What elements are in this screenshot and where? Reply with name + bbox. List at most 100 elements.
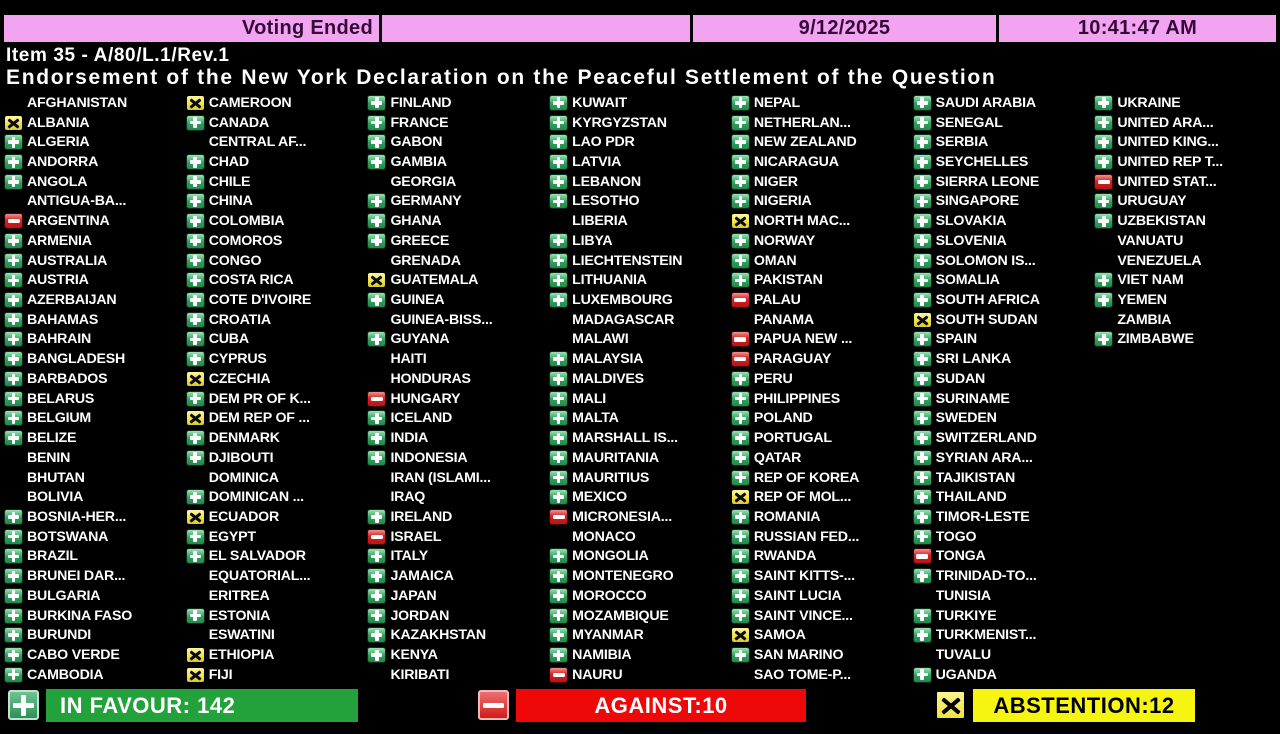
abstention-icon bbox=[185, 370, 205, 387]
country-name: THAILAND bbox=[935, 489, 1007, 506]
country-row: SIERRA LEONE bbox=[912, 172, 1095, 192]
country-name: SAN MARINO bbox=[753, 646, 844, 663]
country-row: GAMBIA bbox=[367, 152, 549, 172]
in-favour-icon bbox=[730, 173, 750, 190]
country-row: ITALY bbox=[367, 547, 549, 567]
country-name: SAUDI ARABIA bbox=[935, 94, 1036, 111]
country-row: GRENADA bbox=[367, 251, 549, 271]
country-name: CHINA bbox=[208, 193, 253, 210]
country-name: URUGUAY bbox=[1117, 193, 1187, 210]
country-row: DEM PR OF K... bbox=[185, 389, 368, 409]
country-name: EQUATORIAL... bbox=[208, 568, 311, 585]
country-row: MYANMAR bbox=[549, 625, 731, 645]
country-name: LIBYA bbox=[572, 232, 613, 249]
against-icon bbox=[4, 213, 23, 230]
country-row: TONGA bbox=[912, 547, 1095, 567]
in-favour-icon bbox=[730, 134, 750, 151]
in-favour-icon bbox=[912, 134, 932, 151]
country-row: FIJI bbox=[185, 665, 368, 685]
in-favour-icon bbox=[730, 272, 750, 289]
country-name: EL SALVADOR bbox=[208, 548, 306, 565]
country-name: NORTH MAC... bbox=[753, 213, 850, 230]
in-favour-icon bbox=[4, 548, 23, 565]
country-name: EGYPT bbox=[208, 528, 256, 545]
country-name: LAO PDR bbox=[572, 134, 635, 151]
country-row: ZIMBABWE bbox=[1094, 330, 1276, 350]
no-vote-spacer bbox=[1094, 253, 1113, 269]
in-favour-icon bbox=[730, 193, 750, 210]
country-row: TURKMENIST... bbox=[912, 625, 1095, 645]
country-name: LUXEMBOURG bbox=[572, 292, 673, 309]
country-row: SOLOMON IS... bbox=[912, 251, 1095, 271]
country-name: SINGAPORE bbox=[935, 193, 1019, 210]
country-name: ZAMBIA bbox=[1117, 311, 1172, 328]
in-favour-icon bbox=[912, 193, 932, 210]
country-row: CHAD bbox=[185, 152, 368, 172]
country-row: DOMINICA bbox=[186, 468, 368, 488]
country-name: CANADA bbox=[208, 114, 269, 131]
country-row: SYRIAN ARA... bbox=[912, 448, 1095, 468]
country-row: BAHAMAS bbox=[4, 310, 186, 330]
in-favour-icon bbox=[730, 508, 750, 525]
in-favour-icon bbox=[730, 252, 750, 269]
country-name: MICRONESIA... bbox=[572, 508, 673, 525]
country-row: MEXICO bbox=[549, 487, 731, 507]
country-name: SAMOA bbox=[753, 627, 806, 644]
in-favour-icon bbox=[549, 252, 569, 269]
country-name: UZBEKISTAN bbox=[1117, 213, 1206, 230]
against-icon bbox=[912, 548, 932, 565]
country-row: OMAN bbox=[730, 251, 913, 271]
country-name: ESWATINI bbox=[208, 627, 275, 644]
in-favour-icon bbox=[4, 666, 23, 683]
country-row: COTE D'IVOIRE bbox=[185, 290, 368, 310]
in-favour-icon bbox=[549, 272, 569, 289]
country-name: ZIMBABWE bbox=[1117, 331, 1194, 348]
in-favour-icon bbox=[185, 114, 205, 131]
country-row: MADAGASCAR bbox=[549, 310, 731, 330]
country-row: NIGER bbox=[730, 172, 913, 192]
country-name: AUSTRALIA bbox=[27, 252, 108, 269]
in-favour-icon bbox=[185, 331, 205, 348]
country-name: MAURITIUS bbox=[572, 469, 650, 486]
country-name: BRUNEI DAR... bbox=[27, 568, 126, 585]
country-name: ANTIGUA-BA... bbox=[27, 193, 127, 210]
country-name: TUNISIA bbox=[935, 587, 991, 604]
in-favour-icon bbox=[367, 114, 387, 131]
country-name: ECUADOR bbox=[208, 508, 280, 525]
country-name: SAINT LUCIA bbox=[753, 587, 842, 604]
in-favour-icon bbox=[185, 232, 205, 249]
country-row: SAINT VINCE... bbox=[730, 606, 913, 626]
country-row: BOSNIA-HER... bbox=[4, 507, 186, 527]
country-name: KAZAKHSTAN bbox=[390, 627, 486, 644]
country-name: CUBA bbox=[208, 331, 249, 348]
country-name: UNITED REP T... bbox=[1117, 154, 1223, 171]
country-name: BARBADOS bbox=[27, 370, 108, 387]
in-favour-icon bbox=[367, 331, 387, 348]
country-name: BELARUS bbox=[27, 390, 95, 407]
in-favour-icon bbox=[730, 607, 750, 624]
country-row: ANTIGUA-BA... bbox=[4, 192, 186, 212]
country-name: BELGIUM bbox=[27, 410, 92, 427]
no-vote-spacer bbox=[4, 95, 23, 111]
country-row: GREECE bbox=[367, 231, 549, 251]
in-favour-icon bbox=[4, 627, 23, 644]
country-name: ROMANIA bbox=[753, 508, 821, 525]
in-favour-icon bbox=[185, 430, 205, 447]
in-favour-icon bbox=[185, 548, 205, 565]
in-favour-icon bbox=[367, 548, 387, 565]
no-vote-spacer bbox=[549, 312, 568, 328]
in-favour-icon bbox=[730, 370, 750, 387]
country-row: GEORGIA bbox=[367, 172, 549, 192]
vote-column-5: NEPAL NETHERLAN... NEW ZEALAND NICARAGUA NIG… bbox=[730, 93, 913, 685]
country-row: AUSTRIA bbox=[4, 270, 186, 290]
country-name: MALDIVES bbox=[572, 370, 644, 387]
country-name: SERBIA bbox=[935, 134, 988, 151]
country-row: ICELAND bbox=[367, 409, 549, 429]
in-favour-icon bbox=[549, 232, 569, 249]
country-row: LATVIA bbox=[549, 152, 731, 172]
country-row: ANGOLA bbox=[4, 172, 186, 192]
country-row: URUGUAY bbox=[1094, 192, 1276, 212]
in-favour-icon bbox=[367, 292, 387, 309]
no-vote-spacer bbox=[913, 588, 932, 604]
in-favour-icon bbox=[4, 134, 23, 151]
